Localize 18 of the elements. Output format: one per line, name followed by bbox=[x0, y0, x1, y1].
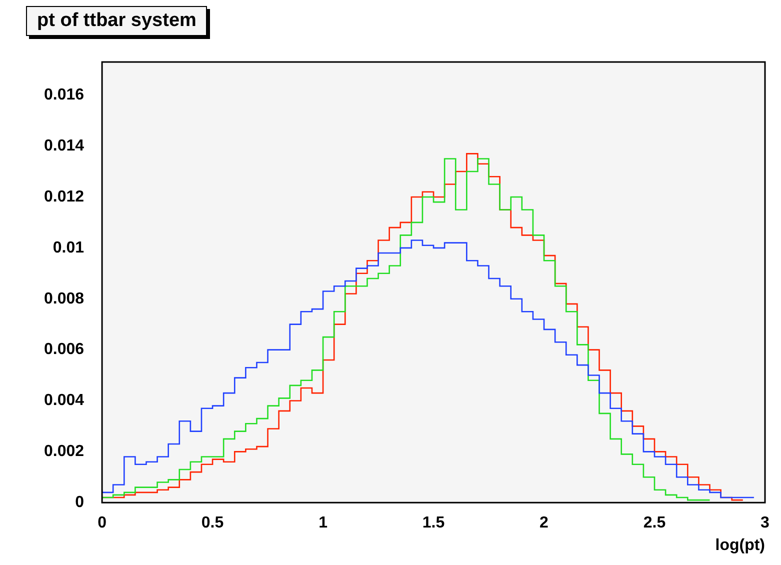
y-tick-label: 0 bbox=[75, 494, 84, 512]
y-tick-label: 0.008 bbox=[44, 290, 84, 308]
x-tick-label: 2 bbox=[540, 514, 549, 532]
y-tick-label: 0.01 bbox=[52, 239, 84, 256]
y-tick-label: 0.012 bbox=[44, 188, 84, 206]
y-tick-label: 0.006 bbox=[44, 341, 84, 358]
y-tick-label: 0.004 bbox=[44, 392, 84, 410]
y-tick-label: 0.014 bbox=[44, 137, 84, 154]
x-tick-label: 1.5 bbox=[422, 514, 445, 532]
x-tick-label: 0.5 bbox=[201, 514, 224, 532]
y-tick-label: 0.002 bbox=[44, 443, 84, 460]
x-tick-label: 3 bbox=[760, 514, 770, 532]
x-tick-label: 2.5 bbox=[643, 514, 666, 532]
y-tick-label: 0.016 bbox=[44, 86, 84, 104]
chart-title: pt of ttbar system bbox=[26, 6, 208, 36]
x-tick-label: 1 bbox=[318, 514, 328, 532]
x-tick-label: 0 bbox=[98, 514, 107, 532]
x-axis-title: log(pt) bbox=[715, 536, 765, 554]
